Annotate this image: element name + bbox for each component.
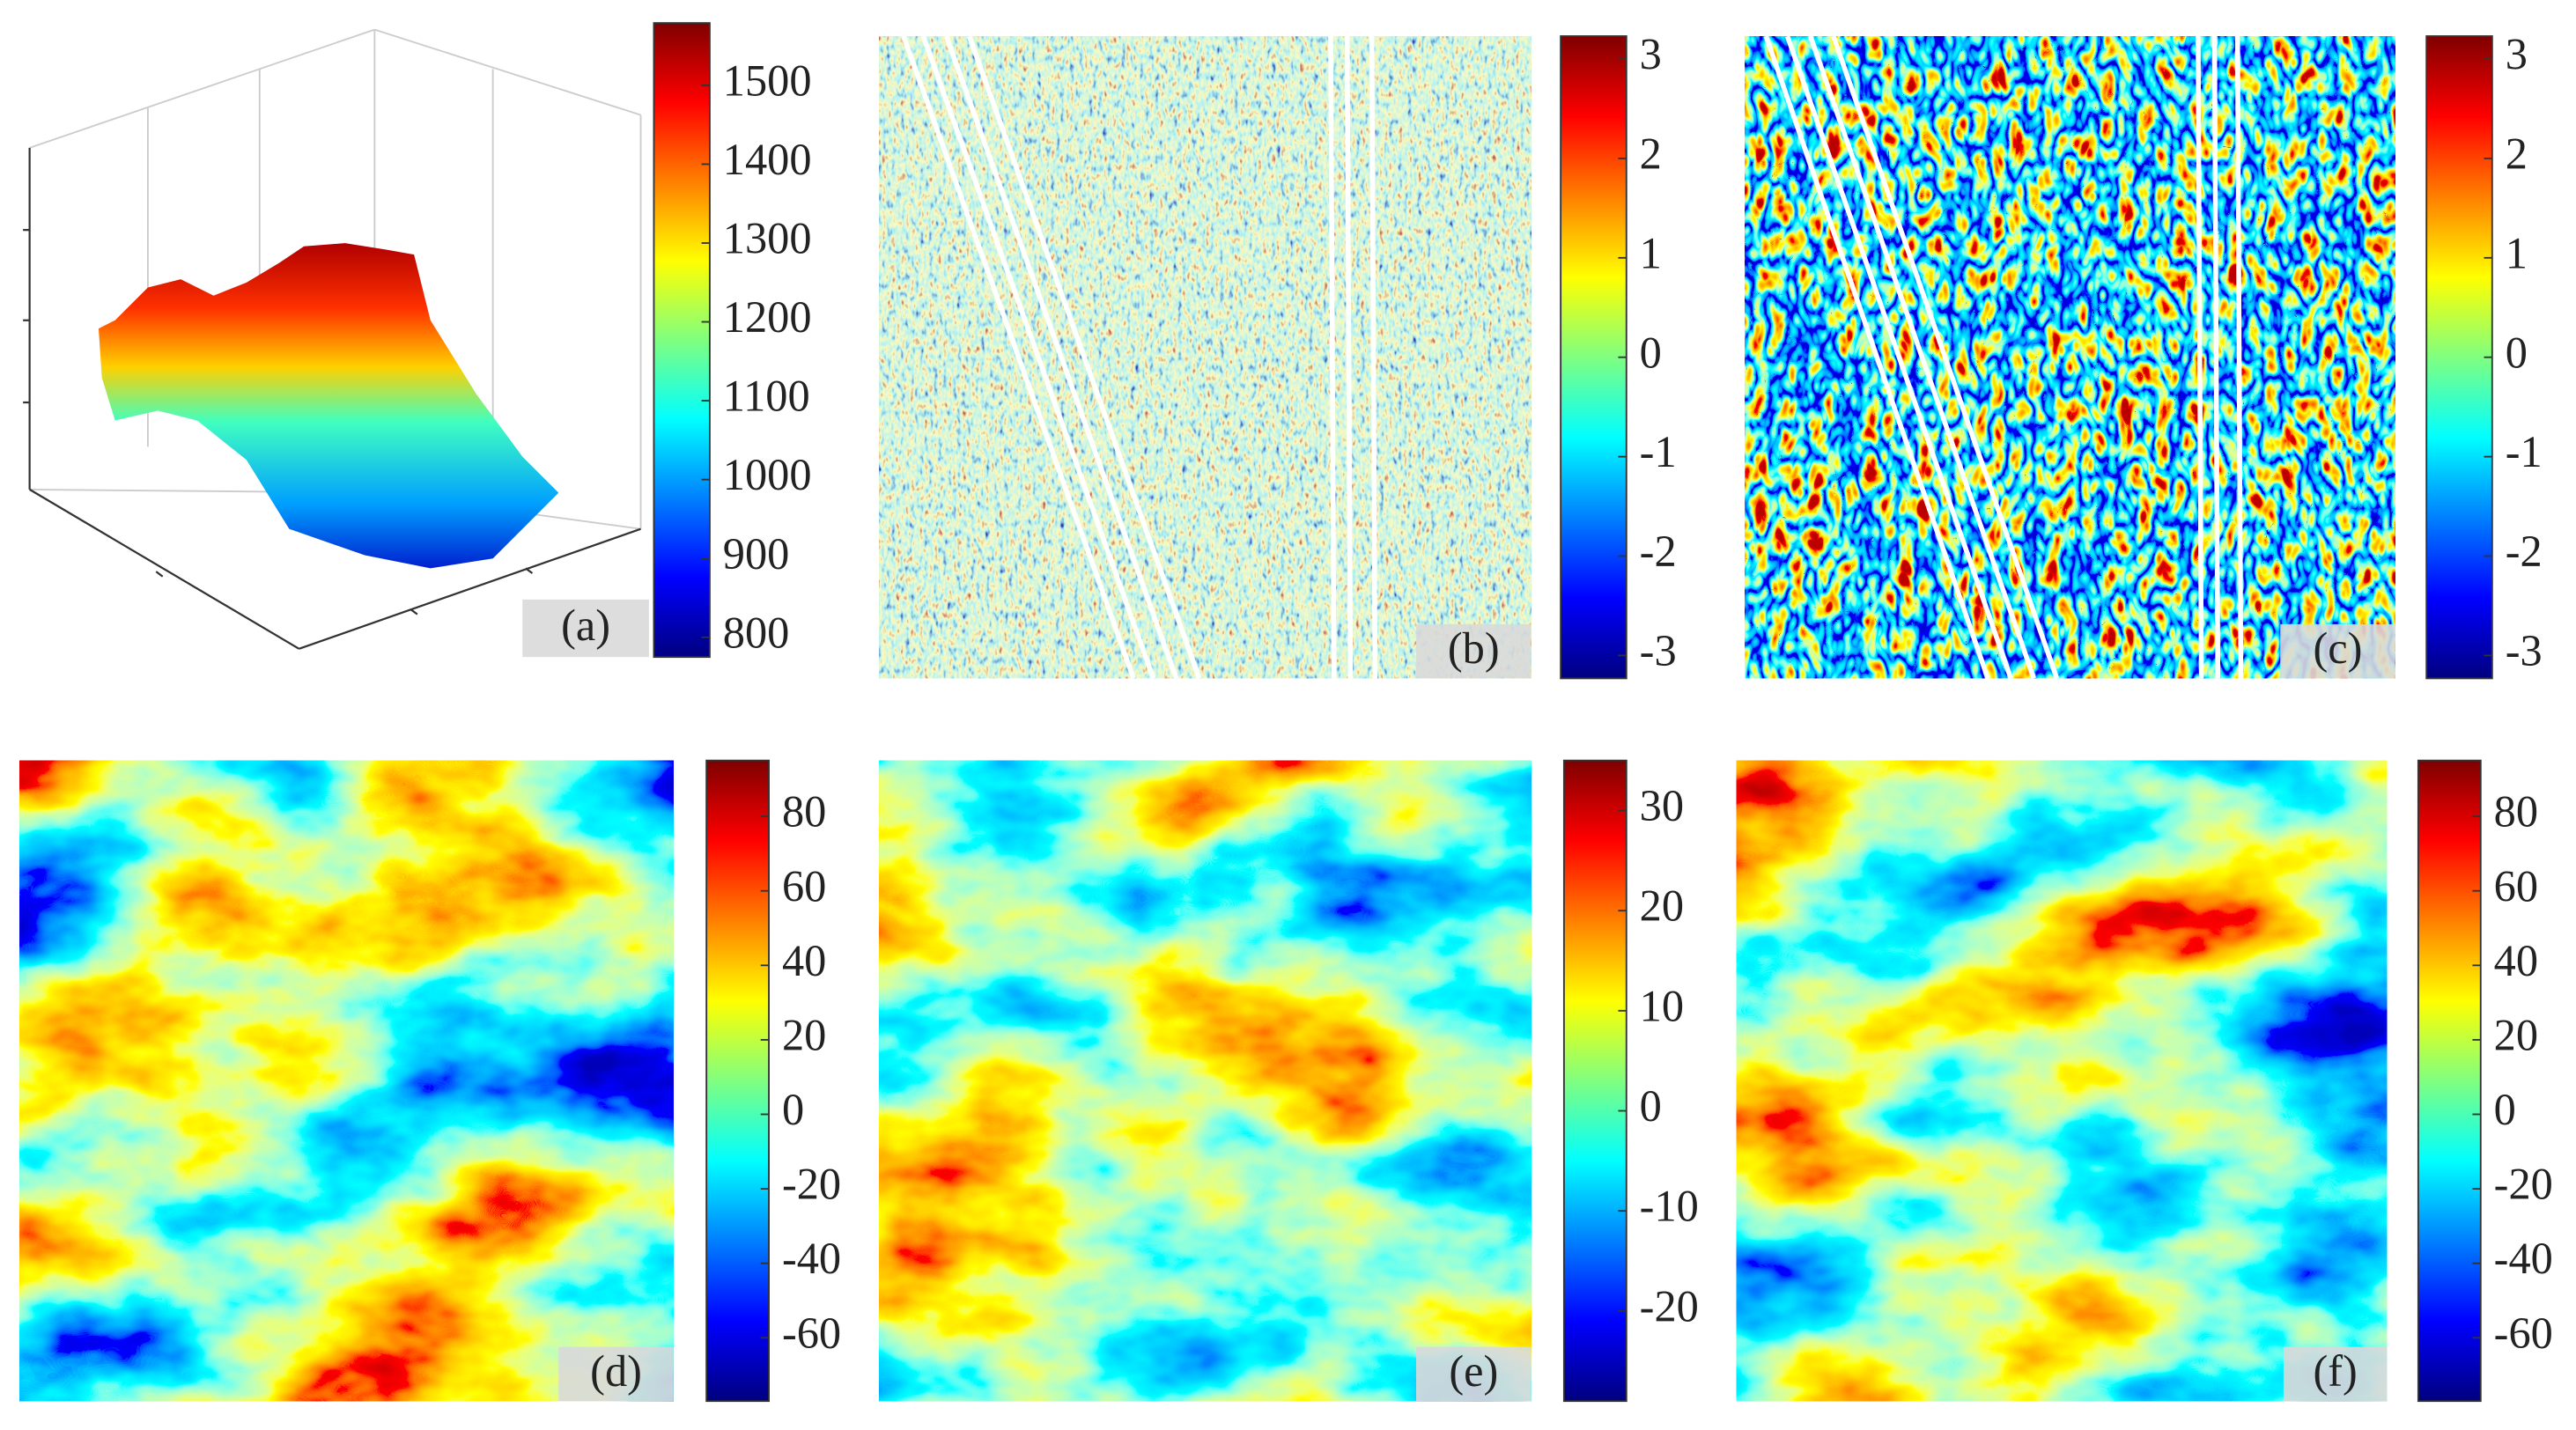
terrain-image: [879, 760, 1532, 1402]
colorbar-tick-label: -60: [782, 1308, 841, 1358]
colorbar-tick-label: 0: [1640, 328, 1662, 377]
stripes: [901, 35, 2244, 680]
colorbar-tick-label: 40: [782, 936, 826, 985]
colorbar-tick-label: -2: [1640, 527, 1677, 576]
colorbar: [1562, 759, 1628, 1403]
colorbar-tick-label: 1200: [723, 292, 812, 342]
colorbar-tick-label: 10: [1640, 981, 1684, 1030]
colorbar: [2425, 35, 2493, 680]
colorbar-tick-label: 60: [782, 861, 826, 910]
label-box: [558, 1346, 674, 1402]
colorbar-tick-label: 0: [2506, 328, 2528, 377]
colorbar-tick-label: 80: [782, 787, 826, 837]
panel: -60 -40 -20 0 20 40 60 80 (d): [558, 759, 841, 1403]
panel-label: (d): [590, 1346, 642, 1396]
colorbar-tick-label: 3: [2506, 30, 2528, 79]
colorbar: [1560, 35, 1628, 680]
colorbar-tick-label: 20: [782, 1010, 826, 1059]
panel: -3 -2 -1 0 1 2 3 (b): [1415, 30, 1677, 680]
label-box: [522, 599, 649, 658]
colorbar-tick-label: -60: [2494, 1308, 2553, 1358]
colorbar-tick-label: 0: [2494, 1085, 2516, 1134]
colorbar-tick-label: -2: [2506, 527, 2543, 576]
colorbar-tick-label: 1400: [723, 135, 812, 184]
colorbar-tick-label: 0: [1640, 1081, 1662, 1131]
panel-label: (e): [1449, 1346, 1498, 1396]
colorbar-tick-label: 1500: [723, 55, 812, 105]
label-box: [2280, 623, 2395, 679]
panel-label: (b): [1448, 623, 1500, 673]
colorbar-tick-label: 1: [1640, 228, 1662, 277]
colorbar-tick-label: -20: [1640, 1281, 1699, 1330]
colorbar-tick-label: -1: [2506, 427, 2543, 476]
colorbar-tick-label: 20: [1640, 881, 1684, 931]
terrain-image: [19, 760, 674, 1402]
label-box: [1415, 1346, 1532, 1402]
panel-label: (a): [561, 601, 610, 650]
colorbar: [2417, 759, 2482, 1403]
colorbar-tick-label: 3: [1640, 30, 1662, 79]
surface: [98, 243, 559, 569]
colorbar-tick-label: 30: [1640, 781, 1684, 830]
colorbar-tick-label: -20: [2494, 1160, 2553, 1209]
colorbar-tick-label: -20: [782, 1160, 841, 1209]
colorbar-tick-label: 900: [723, 529, 790, 579]
label-box: [1415, 623, 1532, 679]
colorbar: [705, 759, 770, 1403]
colorbar-tick-label: -3: [2506, 626, 2543, 675]
panel: -60 -40 -20 0 20 40 60 80 (f): [2283, 759, 2553, 1403]
colorbar-tick-label: 1: [2506, 228, 2528, 277]
terrain-image: [1736, 760, 2388, 1402]
colorbar-tick-label: -40: [782, 1234, 841, 1283]
colorbar-tick-label: 40: [2494, 936, 2538, 985]
colorbar-tick-label: -40: [2494, 1234, 2553, 1283]
axes: [23, 147, 641, 650]
colorbar-tick-label: 1300: [723, 214, 812, 263]
colorbar-tick-label: 2: [1640, 129, 1662, 178]
colorbar-tick-label: 0: [782, 1085, 804, 1134]
panel-label: (c): [2314, 623, 2363, 673]
phase-image: [879, 36, 1532, 679]
panel: -3 -2 -1 0 1 2 3 (c): [2280, 30, 2543, 680]
panel: 800 900 1000 1100 1200 1300 1400 1500 (a): [522, 22, 812, 659]
phase-image: [1745, 36, 2395, 679]
colorbar-tick-label: 20: [2494, 1010, 2538, 1059]
colorbar-tick-label: -10: [1640, 1182, 1699, 1231]
colorbar-tick-label: -1: [1640, 427, 1677, 476]
colorbar-tick-label: -3: [1640, 626, 1677, 675]
colorbar-tick-label: 1100: [723, 372, 810, 421]
label-box: [2283, 1346, 2388, 1402]
colorbar: [653, 22, 711, 659]
colorbar-tick-label: 60: [2494, 861, 2538, 910]
panel-label: (f): [2314, 1346, 2358, 1396]
panel: -20 -10 0 10 20 30 (e): [1415, 759, 1699, 1403]
colorbar-tick-label: 1000: [723, 450, 812, 499]
colorbar-tick-label: 800: [723, 608, 790, 657]
colorbar-tick-label: 80: [2494, 787, 2538, 837]
colorbar-tick-label: 2: [2506, 129, 2528, 178]
